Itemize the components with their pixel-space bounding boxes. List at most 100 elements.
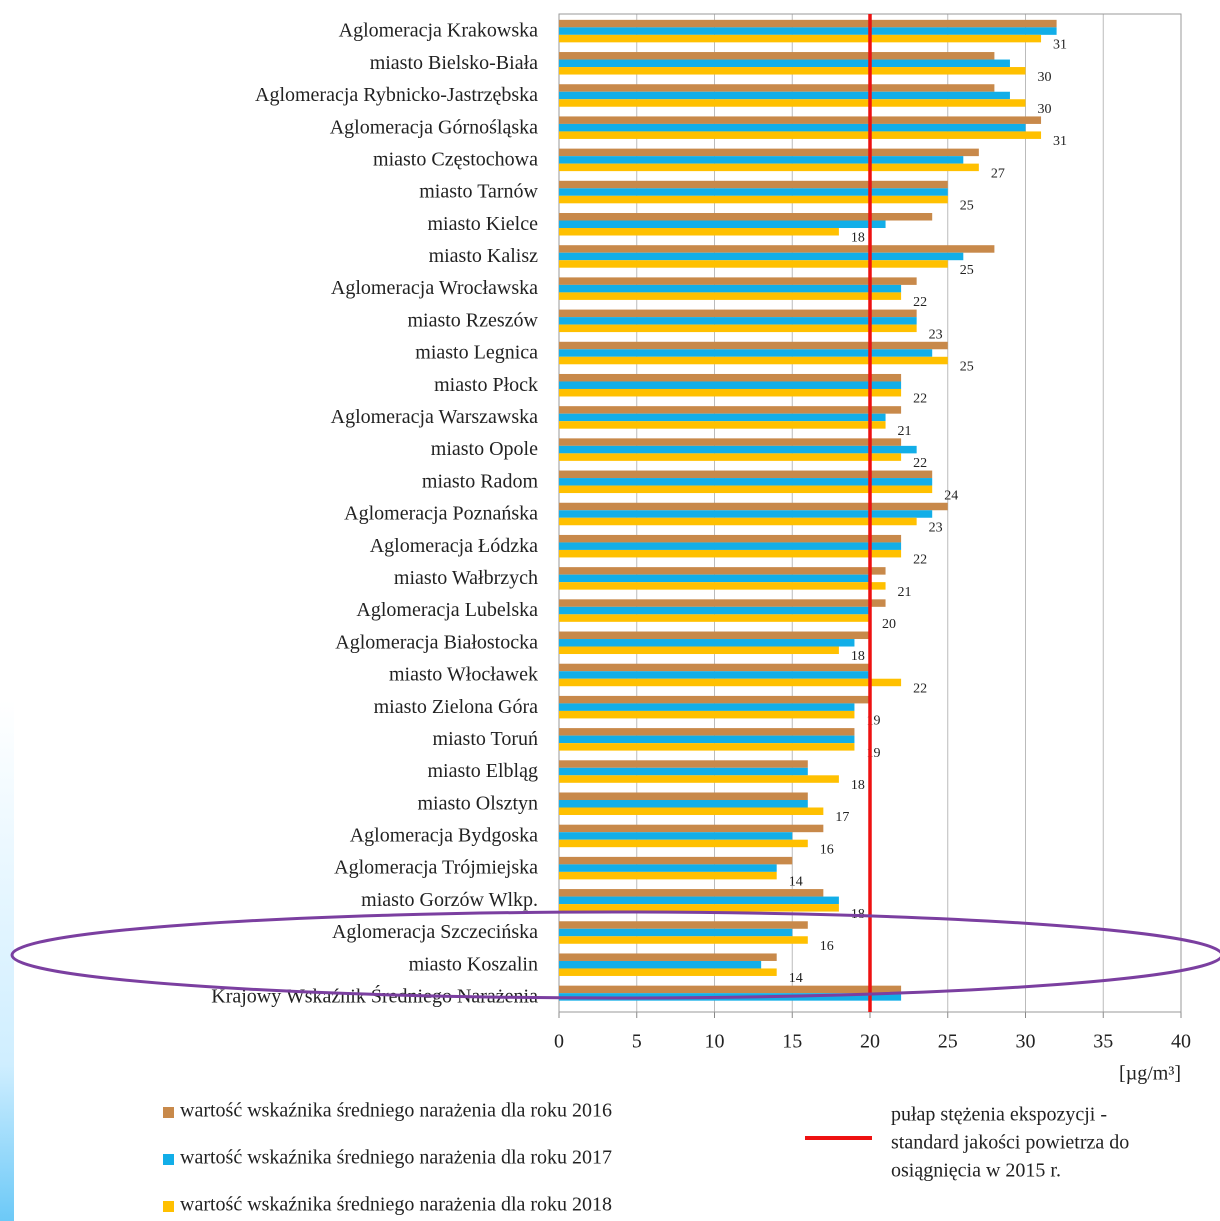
- bar: [559, 510, 933, 518]
- category-label: miasto Kalisz: [429, 245, 539, 267]
- bar: [559, 284, 902, 293]
- bar: [559, 871, 777, 880]
- bar: [559, 985, 902, 994]
- category-label: miasto Zielona Góra: [374, 696, 539, 718]
- category-label: Aglomeracja Rybnicko-Jastrzębska: [255, 84, 538, 106]
- data-label: 22: [913, 392, 927, 407]
- category-label: miasto Legnica: [415, 342, 538, 364]
- category-label: Aglomeracja Szczecińska: [332, 921, 538, 943]
- bar: [559, 324, 917, 333]
- category-label: Aglomeracja Warszawska: [331, 406, 538, 428]
- bar: [559, 180, 948, 189]
- x-tick-label: 10: [705, 1031, 725, 1053]
- bar: [559, 735, 855, 744]
- bar: [559, 373, 902, 382]
- bar: [559, 213, 933, 221]
- category-label: miasto Toruń: [433, 728, 538, 750]
- category-label: Aglomeracja Wrocławska: [331, 277, 538, 299]
- bar: [559, 517, 917, 526]
- bar: [559, 760, 808, 768]
- x-tick-label: 25: [938, 1031, 958, 1053]
- data-label: 23: [929, 327, 943, 342]
- bar: [559, 928, 793, 937]
- bar: [559, 453, 902, 461]
- x-tick-label: 40: [1171, 1031, 1191, 1053]
- bar: [559, 960, 762, 969]
- category-label: Aglomeracja Bydgoska: [350, 825, 538, 847]
- bar: [559, 502, 948, 511]
- bar: [559, 156, 964, 164]
- data-label: 25: [960, 360, 974, 375]
- bar: [559, 710, 855, 719]
- category-label: Aglomeracja Górnośląska: [330, 116, 538, 138]
- highlight-ellipse: [10, 910, 1220, 1000]
- category-label: miasto Włocławek: [389, 664, 538, 686]
- data-label: 22: [913, 456, 927, 471]
- legend-swatch: [163, 1107, 174, 1118]
- bar: [559, 889, 824, 897]
- data-label: 17: [835, 810, 849, 825]
- bar: [559, 728, 855, 736]
- bar: [559, 799, 808, 808]
- x-tick-label: 15: [782, 1031, 802, 1053]
- bar: [559, 252, 964, 261]
- category-label: miasto Radom: [422, 470, 539, 492]
- side-strip: [0, 700, 14, 1221]
- bar: [559, 277, 917, 285]
- bar: [559, 703, 855, 711]
- data-label: 31: [1053, 134, 1067, 149]
- bar: [559, 671, 870, 679]
- bar: [559, 163, 979, 172]
- data-label: 21: [898, 585, 912, 600]
- bar: [559, 695, 870, 704]
- category-label: Aglomeracja Poznańska: [344, 503, 538, 525]
- data-label: 16: [820, 939, 834, 954]
- bar: [559, 968, 777, 976]
- data-label: 18: [851, 649, 865, 664]
- legend-swatch: [163, 1201, 174, 1212]
- bar: [559, 19, 1057, 28]
- bar: [559, 485, 933, 494]
- bar: [559, 549, 902, 558]
- bar: [559, 131, 1042, 139]
- legend-swatch: [163, 1154, 174, 1165]
- bar: [559, 67, 1026, 75]
- bar: [559, 220, 886, 229]
- x-tick-label: 20: [860, 1031, 880, 1053]
- bar: [559, 639, 855, 647]
- data-label: 22: [913, 553, 927, 568]
- bar: [559, 534, 902, 543]
- bar: [559, 349, 933, 357]
- x-tick-label: 5: [632, 1031, 642, 1053]
- data-label: 27: [991, 166, 1005, 181]
- category-label: miasto Gorzów Wlkp.: [361, 889, 538, 911]
- bar: [559, 767, 808, 776]
- data-label: 22: [913, 681, 927, 696]
- bar: [559, 356, 948, 365]
- bar: [559, 34, 1042, 43]
- category-label: Aglomeracja Lubelska: [356, 599, 538, 621]
- bar: [559, 292, 902, 300]
- bar: [559, 856, 793, 865]
- data-label: 14: [789, 875, 803, 890]
- bar: [559, 678, 902, 687]
- bar: [559, 599, 886, 607]
- bar: [559, 792, 808, 800]
- data-label: 18: [851, 778, 865, 793]
- bar: [559, 646, 839, 655]
- data-label: 30: [1038, 102, 1052, 117]
- bar: [559, 91, 1010, 100]
- x-tick-label: 30: [1016, 1031, 1036, 1053]
- bar: [559, 904, 839, 912]
- bar: [559, 413, 886, 422]
- bar: [559, 839, 808, 848]
- bar: [559, 421, 886, 429]
- bar: [559, 116, 1042, 124]
- bar: [559, 775, 839, 783]
- bar: [559, 228, 839, 236]
- category-label: Aglomeracja Krakowska: [339, 20, 538, 42]
- bar: [559, 123, 1026, 132]
- bar: [559, 542, 902, 550]
- bar: [559, 921, 808, 929]
